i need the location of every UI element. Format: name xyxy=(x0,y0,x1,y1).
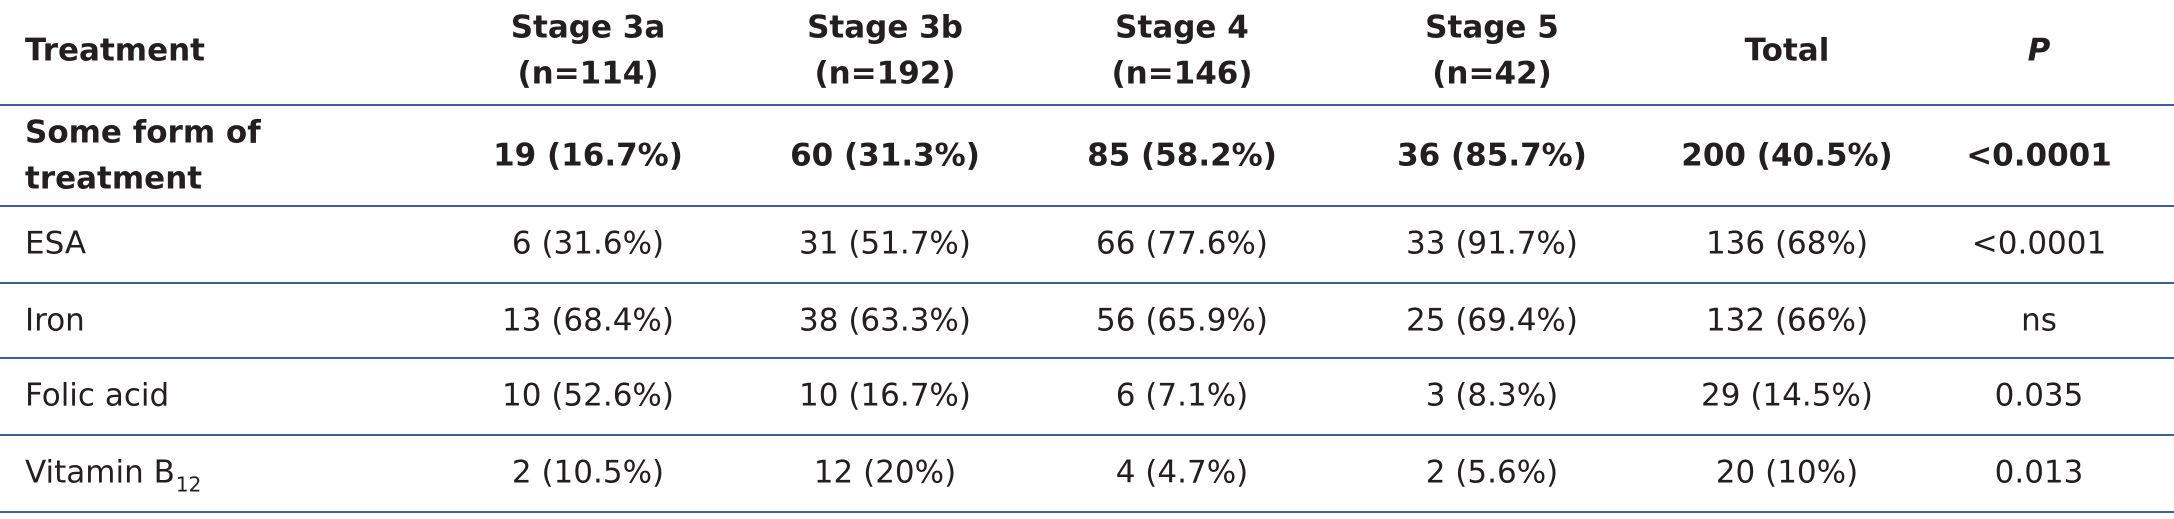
cell: <0.0001 xyxy=(1972,226,2106,262)
header-cell: Stage 3a xyxy=(511,10,666,46)
cell: 10 (52.6%) xyxy=(502,378,674,414)
cell: 36 (85.7%) xyxy=(1397,138,1587,174)
cell: 2 (10.5%) xyxy=(512,455,664,491)
cell: 20 (10%) xyxy=(1716,455,1858,491)
row-label: Folic acid xyxy=(25,378,169,414)
cell: 0.035 xyxy=(1995,378,2084,414)
cell: 136 (68%) xyxy=(1706,226,1868,262)
cell: 60 (31.3%) xyxy=(790,138,980,174)
cell: 2 (5.6%) xyxy=(1426,455,1559,491)
header-cell: Stage 5 xyxy=(1425,10,1559,46)
cell: 38 (63.3%) xyxy=(799,303,971,339)
header-cell: Stage 4 xyxy=(1115,10,1249,46)
header-cell: (n=42) xyxy=(1432,56,1552,92)
cell: 6 (31.6%) xyxy=(512,226,664,262)
cell: 200 (40.5%) xyxy=(1681,138,1892,174)
row-label: Vitamin B xyxy=(25,455,175,491)
cell: 33 (91.7%) xyxy=(1406,226,1578,262)
cell: 56 (65.9%) xyxy=(1096,303,1268,339)
cell: 0.013 xyxy=(1995,455,2084,491)
header-cell: (n=192) xyxy=(814,56,955,92)
row-label: treatment xyxy=(25,161,202,197)
cell: 85 (58.2%) xyxy=(1087,138,1277,174)
cell: ns xyxy=(2021,303,2057,339)
header-cell: P xyxy=(2028,33,2051,69)
header-cell: (n=146) xyxy=(1111,56,1252,92)
cell: 4 (4.7%) xyxy=(1116,455,1249,491)
header-cell: Treatment xyxy=(25,33,205,69)
header-cell: (n=114) xyxy=(517,56,658,92)
header-cell: Stage 3b xyxy=(807,10,963,46)
cell: 132 (66%) xyxy=(1706,303,1868,339)
row-label: Some form of xyxy=(25,115,261,151)
row-label: Iron xyxy=(25,303,85,339)
cell: 12 (20%) xyxy=(814,455,956,491)
cell: 3 (8.3%) xyxy=(1426,378,1559,414)
row-label: ESA xyxy=(25,226,86,262)
cell: 13 (68.4%) xyxy=(502,303,674,339)
cell: 25 (69.4%) xyxy=(1406,303,1578,339)
row-label-subscript: 12 xyxy=(176,473,201,497)
cell: 10 (16.7%) xyxy=(799,378,971,414)
cell: 66 (77.6%) xyxy=(1096,226,1268,262)
header-cell: Total xyxy=(1745,33,1830,69)
cell: <0.0001 xyxy=(1966,138,2112,174)
cell: 29 (14.5%) xyxy=(1701,378,1873,414)
cell: 6 (7.1%) xyxy=(1116,378,1249,414)
cell: 19 (16.7%) xyxy=(493,138,683,174)
cell: 31 (51.7%) xyxy=(799,226,971,262)
